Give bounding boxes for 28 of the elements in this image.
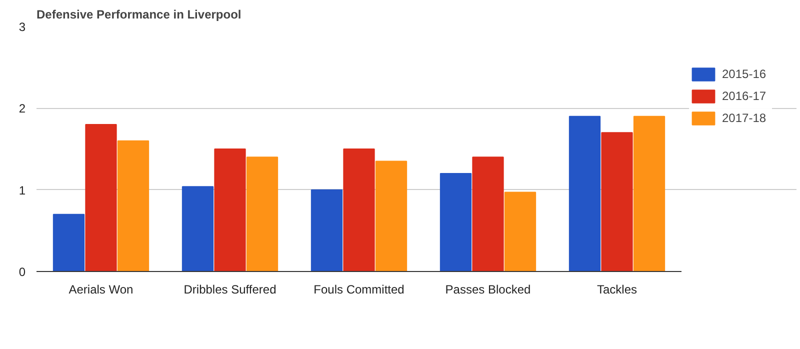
legend-label: 2017-18 [722,111,768,125]
chart-title: Defensive Performance in Liverpool [36,8,242,22]
x-tick-label: Fouls Committed [314,282,404,296]
legend-label: 2015-16 [722,67,768,81]
bar [504,192,536,272]
bar [568,116,601,272]
bar [472,156,504,272]
bar [52,214,85,272]
bar [246,156,278,272]
x-tick-label: Tackles [596,282,638,296]
bar [85,124,117,272]
x-tick-label: Passes Blocked [445,282,531,296]
legend-label: 2016-17 [722,89,768,103]
y-tick-label: 1 [18,183,26,198]
bar [375,160,408,272]
y-tick-label: 0 [18,265,26,279]
bar [214,148,246,272]
bar [343,148,375,272]
x-tick-label: Dribbles Suffered [184,282,276,296]
x-tick-label: Aerials Won [68,282,134,296]
bar [182,186,214,272]
bar [633,116,666,272]
y-tick-label: 2 [18,102,26,116]
bar [117,140,150,272]
bar [440,173,472,272]
bar [601,132,633,272]
y-tick-label: 3 [18,20,26,34]
bar [310,189,343,272]
